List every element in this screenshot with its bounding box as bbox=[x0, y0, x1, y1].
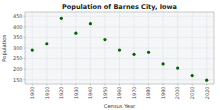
x-grid-line bbox=[75, 12, 76, 84]
x-grid-line bbox=[46, 12, 47, 84]
x-tick-label: 1920 bbox=[58, 87, 64, 100]
x-grid-line bbox=[206, 12, 207, 84]
x-grid-line bbox=[32, 12, 33, 84]
y-tick-label: 300 bbox=[13, 45, 23, 51]
x-tick-label: 1930 bbox=[73, 87, 79, 100]
x-grid-line bbox=[177, 12, 178, 84]
point bbox=[60, 17, 63, 20]
x-grid-line bbox=[148, 12, 149, 84]
point bbox=[118, 49, 121, 52]
title: Population of Barnes City, Iowa bbox=[62, 3, 177, 11]
point bbox=[31, 49, 34, 52]
point bbox=[74, 32, 77, 35]
point bbox=[45, 42, 48, 45]
x-grid-line bbox=[134, 12, 135, 84]
y-tick-label: 250 bbox=[13, 55, 23, 61]
x-tick-label: 1990 bbox=[160, 87, 166, 100]
x-tick-label: 1900 bbox=[29, 87, 35, 100]
x-grid-line bbox=[192, 12, 193, 84]
x-grid-line bbox=[104, 12, 105, 84]
x-tick-label: 2020 bbox=[204, 87, 210, 100]
chart: 150 200 250 300 350 400 450 1900 1910 1920 1930 194… bbox=[0, 0, 220, 110]
point bbox=[89, 22, 92, 25]
x-tick-label: 1970 bbox=[131, 87, 137, 100]
plot-background bbox=[25, 12, 214, 84]
point bbox=[205, 79, 208, 82]
x-grid-line bbox=[119, 12, 120, 84]
y-tick-label: 200 bbox=[13, 66, 23, 72]
x-tick-label: 1950 bbox=[102, 87, 108, 100]
x-grid-line bbox=[61, 12, 62, 84]
y-tick-label: 400 bbox=[13, 24, 23, 30]
point bbox=[103, 38, 106, 41]
x-tick-label: 1980 bbox=[145, 87, 151, 100]
points bbox=[31, 17, 209, 82]
y-tick-label: 150 bbox=[13, 77, 23, 83]
plot-frame bbox=[25, 12, 214, 84]
axes: 150 200 250 300 350 400 450 1900 1910 1920 1930 194… bbox=[13, 13, 210, 99]
x-tick-label: 1940 bbox=[87, 87, 93, 100]
point bbox=[176, 67, 179, 70]
chart-container: 150 200 250 300 350 400 450 1900 1910 1920 1930 194… bbox=[0, 0, 220, 110]
grid bbox=[25, 12, 214, 84]
y-axis-label: Population bbox=[1, 34, 8, 61]
point bbox=[147, 51, 150, 54]
point bbox=[191, 74, 194, 77]
x-grid-line bbox=[163, 12, 164, 84]
y-tick-label: 450 bbox=[13, 13, 23, 19]
x-tick-label: 2000 bbox=[174, 87, 180, 100]
x-axis-label: Census Year bbox=[104, 103, 136, 109]
y-tick-label: 350 bbox=[13, 34, 23, 40]
x-tick-label: 1910 bbox=[44, 87, 50, 100]
point bbox=[132, 53, 135, 56]
x-tick-label: 2010 bbox=[189, 87, 195, 100]
point bbox=[162, 62, 165, 65]
x-tick-label: 1960 bbox=[116, 87, 122, 100]
